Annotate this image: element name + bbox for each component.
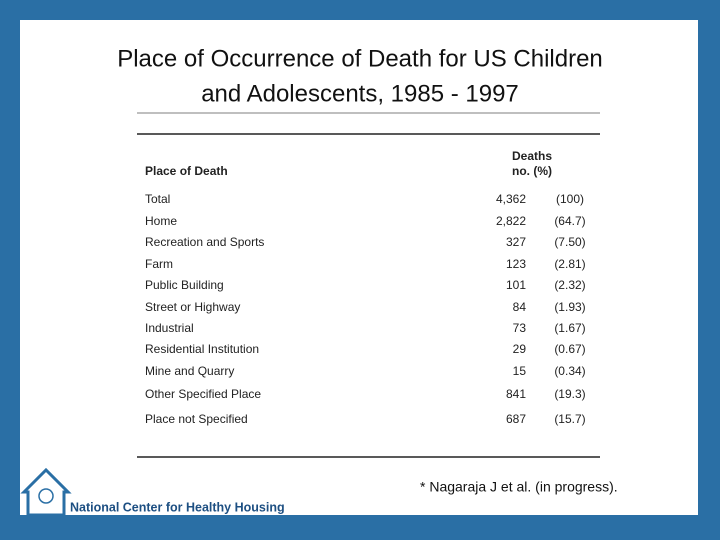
place-cell: Other Specified Place — [145, 387, 261, 401]
percent-cell: (2.81) — [554, 257, 585, 271]
column-header: no. (%) — [512, 164, 552, 178]
title-line: and Adolescents, 1985 - 1997 — [201, 80, 519, 107]
percent-cell: (15.7) — [554, 412, 585, 426]
place-cell: Home — [145, 214, 177, 228]
count-cell: 123 — [506, 257, 526, 271]
count-cell: 841 — [506, 387, 526, 401]
place-cell: Mine and Quarry — [145, 364, 234, 378]
slide-body — [20, 20, 698, 515]
count-cell: 29 — [513, 342, 527, 356]
percent-cell: (0.67) — [554, 342, 585, 356]
count-cell: 4,362 — [496, 192, 526, 206]
footnote: * Nagaraja J et al. (in progress). — [420, 479, 618, 495]
column-header: Deaths — [512, 149, 552, 163]
percent-cell: (0.34) — [554, 364, 585, 378]
table-body: Total 4,362 (100) Home 2,822 (64.7) Recreation… — [145, 192, 586, 426]
percent-cell: (100) — [556, 192, 584, 206]
place-cell: Street or Highway — [145, 300, 240, 314]
place-cell: Farm — [145, 257, 173, 271]
percent-cell: (2.32) — [554, 278, 585, 292]
percent-cell: (7.50) — [554, 235, 585, 249]
count-cell: 327 — [506, 235, 526, 249]
count-cell: 84 — [513, 300, 527, 314]
count-cell: 15 — [513, 364, 527, 378]
percent-cell: (1.93) — [554, 300, 585, 314]
logo-figure — [38, 488, 54, 504]
place-cell: Recreation and Sports — [145, 235, 264, 249]
count-cell: 101 — [506, 278, 526, 292]
title-line: Place of Occurrence of Death for US Chil… — [117, 45, 603, 72]
place-cell: Place not Specified — [145, 412, 248, 426]
logo-text: National Center for Healthy Housing — [70, 500, 285, 514]
place-cell: Total — [145, 192, 170, 206]
place-cell: Industrial — [145, 321, 194, 335]
place-cell: Residential Institution — [145, 342, 259, 356]
logo: National Center for Healthy Housing — [20, 467, 285, 517]
count-cell: 2,822 — [496, 214, 526, 228]
logo-house — [20, 467, 72, 517]
count-cell: 687 — [506, 412, 526, 426]
count-cell: 73 — [513, 321, 527, 335]
percent-cell: (19.3) — [554, 387, 585, 401]
percent-cell: (64.7) — [554, 214, 585, 228]
place-cell: Public Building — [145, 278, 224, 292]
percent-cell: (1.67) — [554, 321, 585, 335]
column-header: Place of Death — [145, 164, 228, 178]
